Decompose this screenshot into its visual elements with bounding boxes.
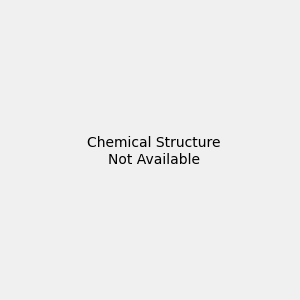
Text: Chemical Structure
Not Available: Chemical Structure Not Available [87,136,220,166]
